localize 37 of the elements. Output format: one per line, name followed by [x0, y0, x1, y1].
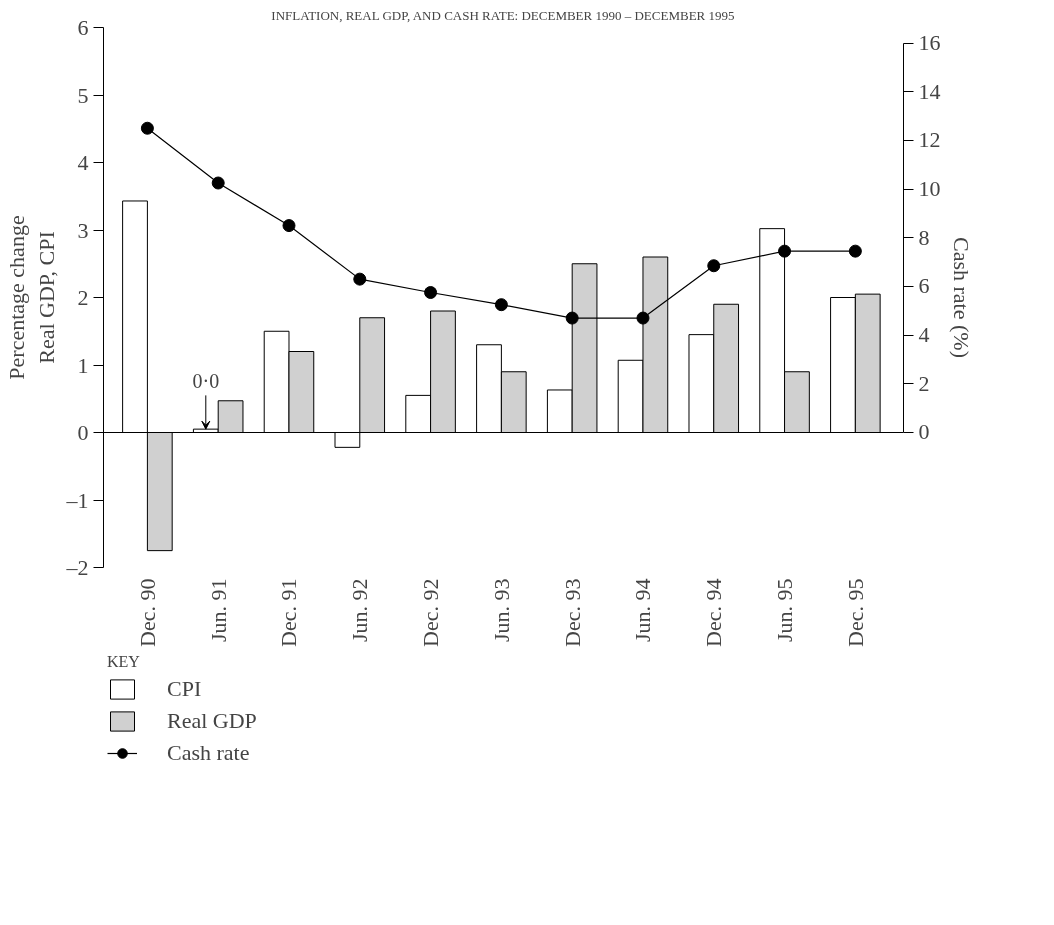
x-tick-label: Dec. 95 — [842, 578, 868, 647]
y2-tick-label: 14 — [918, 78, 941, 104]
x-tick-label: Dec. 92 — [418, 578, 444, 647]
y2-tick-label: 12 — [918, 127, 941, 153]
x-tick-label: Jun. 92 — [347, 578, 373, 643]
y-tick-label: 3 — [77, 217, 89, 243]
x-tick-label: Dec. 90 — [134, 578, 160, 647]
y-axis-title: Percentage change Real GDP, CPI — [3, 215, 59, 380]
x-tick-label: Jun. 95 — [772, 578, 798, 643]
y2-tick-label: 0 — [918, 419, 930, 445]
y-tick-label: 0 — [77, 420, 89, 445]
legend-label: Cash rate — [167, 740, 250, 766]
y2-axis-title: Cash rate (%) — [948, 237, 974, 358]
y2-tick-label: 8 — [918, 224, 930, 250]
y2-tick-label: 6 — [918, 273, 930, 299]
y-tick-label: –2 — [65, 555, 89, 580]
legend-title: KEY — [107, 653, 141, 671]
y-tick-label: –1 — [65, 487, 89, 513]
x-tick-label: Dec. 91 — [276, 578, 302, 647]
x-tick-label: Jun. 91 — [205, 578, 231, 643]
legend-label: Real GDP — [167, 708, 257, 734]
y2-tick-label: 10 — [918, 176, 941, 202]
y2-tick-label: 16 — [918, 30, 941, 56]
y-tick-label: 1 — [77, 352, 89, 378]
y-tick-label: 2 — [77, 285, 89, 310]
x-tick-label: Dec. 93 — [559, 578, 585, 647]
y-tick-label: 5 — [77, 82, 89, 108]
y2-tick-label: 4 — [918, 322, 930, 348]
x-tick-label: Dec. 94 — [701, 578, 727, 647]
y2-tick-label: 2 — [918, 370, 930, 396]
y-tick-label: 4 — [77, 150, 89, 175]
annotation: 0·0 — [192, 370, 220, 392]
y-tick-label: 6 — [77, 15, 89, 40]
legend-label: CPI — [167, 676, 202, 702]
chart-title: INFLATION, REAL GDP, AND CASH RATE: DECEMBER 1990 – DECEMBER 1995 — [271, 7, 735, 23]
x-tick-label: Jun. 94 — [630, 578, 656, 643]
x-tick-label: Jun. 93 — [488, 578, 514, 643]
